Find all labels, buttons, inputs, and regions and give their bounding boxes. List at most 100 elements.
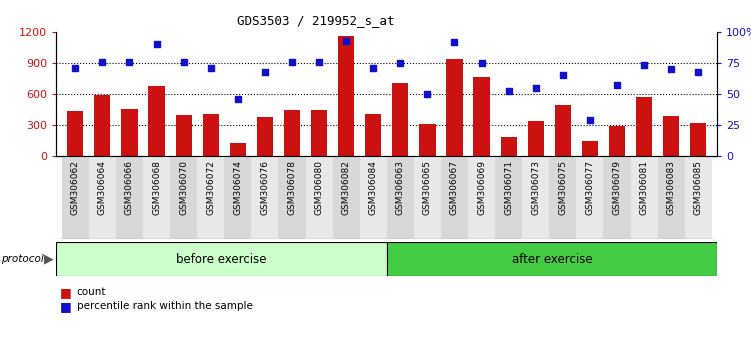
- Bar: [149, 86, 164, 156]
- Bar: [685, 156, 712, 239]
- Point: [611, 82, 623, 88]
- Point: [584, 117, 596, 123]
- Bar: [468, 156, 495, 239]
- Text: percentile rank within the sample: percentile rank within the sample: [77, 301, 252, 311]
- Bar: [284, 110, 300, 156]
- Text: before exercise: before exercise: [176, 253, 267, 266]
- Bar: [143, 156, 170, 239]
- Bar: [311, 110, 327, 156]
- Point: [340, 38, 352, 44]
- Bar: [365, 114, 382, 156]
- Bar: [473, 77, 490, 156]
- Bar: [690, 123, 707, 156]
- Bar: [419, 124, 436, 156]
- Text: GSM306066: GSM306066: [125, 160, 134, 215]
- Text: GSM306080: GSM306080: [315, 160, 324, 215]
- Point: [259, 69, 271, 74]
- Bar: [225, 156, 252, 239]
- Text: GSM306074: GSM306074: [234, 160, 243, 215]
- Text: GDS3503 / 219952_s_at: GDS3503 / 219952_s_at: [237, 14, 394, 27]
- Bar: [604, 156, 631, 239]
- Point: [448, 39, 460, 45]
- Point: [529, 85, 541, 91]
- Point: [665, 66, 677, 72]
- Point: [692, 69, 704, 74]
- Bar: [203, 114, 219, 156]
- Bar: [360, 156, 387, 239]
- Bar: [631, 156, 658, 239]
- Text: ▶: ▶: [44, 253, 53, 266]
- Point: [178, 59, 190, 64]
- Bar: [576, 156, 604, 239]
- Text: GSM306067: GSM306067: [450, 160, 459, 215]
- Bar: [230, 143, 246, 156]
- Text: GSM306068: GSM306068: [152, 160, 161, 215]
- Text: GSM306085: GSM306085: [694, 160, 703, 215]
- Text: ■: ■: [60, 300, 72, 313]
- Bar: [441, 156, 468, 239]
- Point: [205, 65, 217, 71]
- Text: GSM306069: GSM306069: [477, 160, 486, 215]
- Point: [232, 96, 244, 102]
- Text: GSM306078: GSM306078: [288, 160, 297, 215]
- Point: [394, 60, 406, 66]
- Text: GSM306073: GSM306073: [531, 160, 540, 215]
- Bar: [392, 84, 409, 156]
- Bar: [62, 156, 89, 239]
- Bar: [582, 141, 598, 156]
- Point: [556, 73, 569, 78]
- Bar: [495, 156, 522, 239]
- Bar: [338, 36, 354, 156]
- Point: [502, 88, 514, 94]
- Text: GSM306082: GSM306082: [342, 160, 351, 215]
- Bar: [257, 116, 273, 156]
- Point: [638, 62, 650, 68]
- Point: [475, 60, 487, 66]
- Bar: [89, 156, 116, 239]
- Text: ■: ■: [60, 286, 72, 298]
- Bar: [56, 242, 387, 276]
- Bar: [198, 156, 225, 239]
- Bar: [116, 156, 143, 239]
- Bar: [658, 156, 685, 239]
- Text: GSM306064: GSM306064: [98, 160, 107, 215]
- Text: GSM306079: GSM306079: [613, 160, 622, 215]
- Bar: [549, 156, 576, 239]
- Bar: [306, 156, 333, 239]
- Point: [69, 65, 81, 71]
- Bar: [387, 242, 717, 276]
- Text: GSM306077: GSM306077: [585, 160, 594, 215]
- Bar: [555, 105, 571, 156]
- Text: GSM306084: GSM306084: [369, 160, 378, 215]
- Bar: [279, 156, 306, 239]
- Bar: [333, 156, 360, 239]
- Bar: [94, 95, 110, 156]
- Point: [421, 91, 433, 97]
- Bar: [636, 97, 652, 156]
- Text: GSM306083: GSM306083: [667, 160, 676, 215]
- Bar: [252, 156, 279, 239]
- Point: [313, 59, 325, 64]
- Bar: [522, 156, 549, 239]
- Point: [123, 59, 135, 64]
- Bar: [170, 156, 198, 239]
- Point: [96, 59, 108, 64]
- Text: GSM306076: GSM306076: [261, 160, 270, 215]
- Bar: [387, 156, 414, 239]
- Text: count: count: [77, 287, 106, 297]
- Text: GSM306071: GSM306071: [504, 160, 513, 215]
- Text: GSM306072: GSM306072: [207, 160, 216, 215]
- Point: [367, 65, 379, 71]
- Point: [150, 41, 162, 47]
- Text: GSM306065: GSM306065: [423, 160, 432, 215]
- Bar: [122, 109, 137, 156]
- Bar: [446, 59, 463, 156]
- Text: GSM306075: GSM306075: [558, 160, 567, 215]
- Text: GSM306062: GSM306062: [71, 160, 80, 215]
- Bar: [67, 112, 83, 156]
- Text: protocol: protocol: [1, 254, 44, 264]
- Text: GSM306063: GSM306063: [396, 160, 405, 215]
- Bar: [414, 156, 441, 239]
- Point: [286, 59, 298, 64]
- Text: GSM306070: GSM306070: [179, 160, 189, 215]
